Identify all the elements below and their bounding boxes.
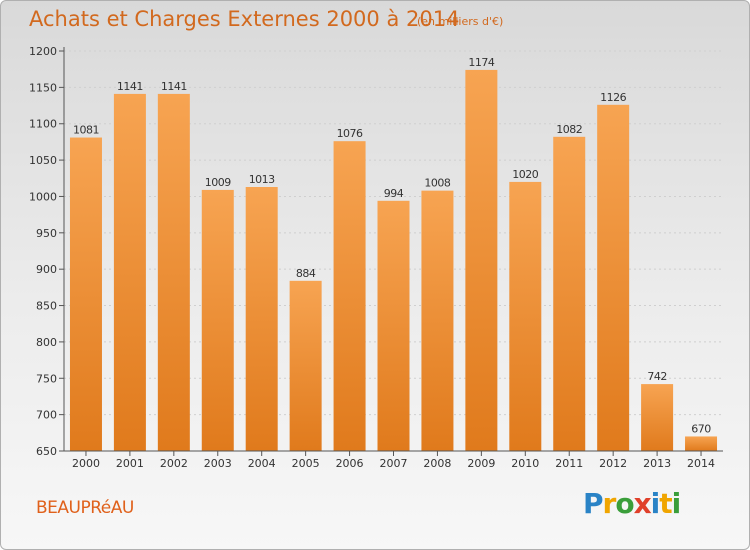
bar	[685, 436, 718, 451]
y-tick-label: 1050	[29, 154, 57, 167]
chart-title: Achats et Charges Externes 2000 à 2014	[29, 7, 460, 31]
bar	[553, 136, 586, 451]
logo-letter: i	[650, 487, 661, 520]
bar	[245, 187, 278, 451]
y-tick-label: 1150	[29, 81, 57, 94]
chart-subtitle: (en milliers d'€)	[417, 15, 504, 28]
logo-letter: t	[659, 487, 672, 520]
x-tick-label: 2013	[643, 457, 671, 470]
x-tick-label: 2010	[511, 457, 539, 470]
commune-name: BEAUPRéAU	[36, 498, 134, 518]
data-label: 1008	[424, 177, 450, 190]
data-label: 884	[296, 267, 316, 280]
y-tick-label: 700	[36, 409, 57, 422]
y-tick-label: 650	[36, 445, 57, 458]
y-tick-label: 750	[36, 372, 57, 385]
bar	[641, 384, 674, 451]
bar	[509, 181, 542, 451]
bar	[597, 104, 630, 452]
data-label: 1013	[249, 173, 275, 186]
logo-letter: o	[615, 487, 634, 520]
y-tick-label: 850	[36, 300, 57, 313]
proxiti-logo[interactable]: Proxiti	[583, 487, 682, 520]
logo-letter: r	[602, 487, 617, 520]
data-label: 1141	[117, 80, 143, 93]
data-label: 1141	[161, 80, 187, 93]
data-label: 994	[384, 187, 404, 200]
y-tick-label: 1100	[29, 118, 57, 131]
x-tick-label: 2011	[555, 457, 583, 470]
logo-letter: x	[633, 487, 652, 520]
y-tick-label: 1200	[29, 45, 57, 58]
axes: 650 700 750 800 850 900 950 1000 1050 1100 1150 120…	[29, 45, 723, 470]
logo-letter: i	[671, 487, 682, 520]
x-tick-label: 2009	[467, 457, 495, 470]
logo-letter: P	[583, 487, 604, 520]
data-label: 670	[691, 422, 711, 435]
bar	[201, 189, 234, 451]
bar	[421, 190, 454, 452]
x-tick-label: 2005	[292, 457, 320, 470]
data-label: 742	[647, 370, 667, 383]
x-tick-label: 2000	[72, 457, 100, 470]
x-tick-label: 2012	[599, 457, 627, 470]
y-tick-label: 800	[36, 336, 57, 349]
data-labels: 1081 1141 1141 1009 1013 884 1076 994 1008 1174 10…	[73, 56, 712, 436]
y-tick-label: 900	[36, 263, 57, 276]
x-tick-label: 2004	[248, 457, 276, 470]
bar	[465, 69, 498, 451]
data-label: 1081	[73, 124, 99, 137]
x-tick-label: 2008	[423, 457, 451, 470]
bar	[69, 137, 102, 451]
data-label: 1126	[600, 91, 626, 104]
x-tick-label: 2014	[687, 457, 715, 470]
bar	[333, 141, 366, 451]
x-tick-label: 2001	[116, 457, 144, 470]
y-tick-label: 1000	[29, 190, 57, 203]
x-tick-label: 2007	[380, 457, 408, 470]
data-label: 1020	[512, 168, 538, 181]
x-tick-label: 2002	[160, 457, 188, 470]
bar	[157, 93, 190, 451]
data-label: 1082	[556, 123, 582, 136]
bar	[113, 93, 146, 451]
y-tick-label: 950	[36, 227, 57, 240]
bar	[377, 200, 410, 451]
x-tick-label: 2003	[204, 457, 232, 470]
bar	[289, 280, 322, 451]
data-label: 1076	[337, 127, 363, 140]
data-label: 1009	[205, 176, 231, 189]
bars	[69, 69, 718, 452]
x-tick-label: 2006	[336, 457, 364, 470]
data-label: 1174	[468, 56, 494, 69]
